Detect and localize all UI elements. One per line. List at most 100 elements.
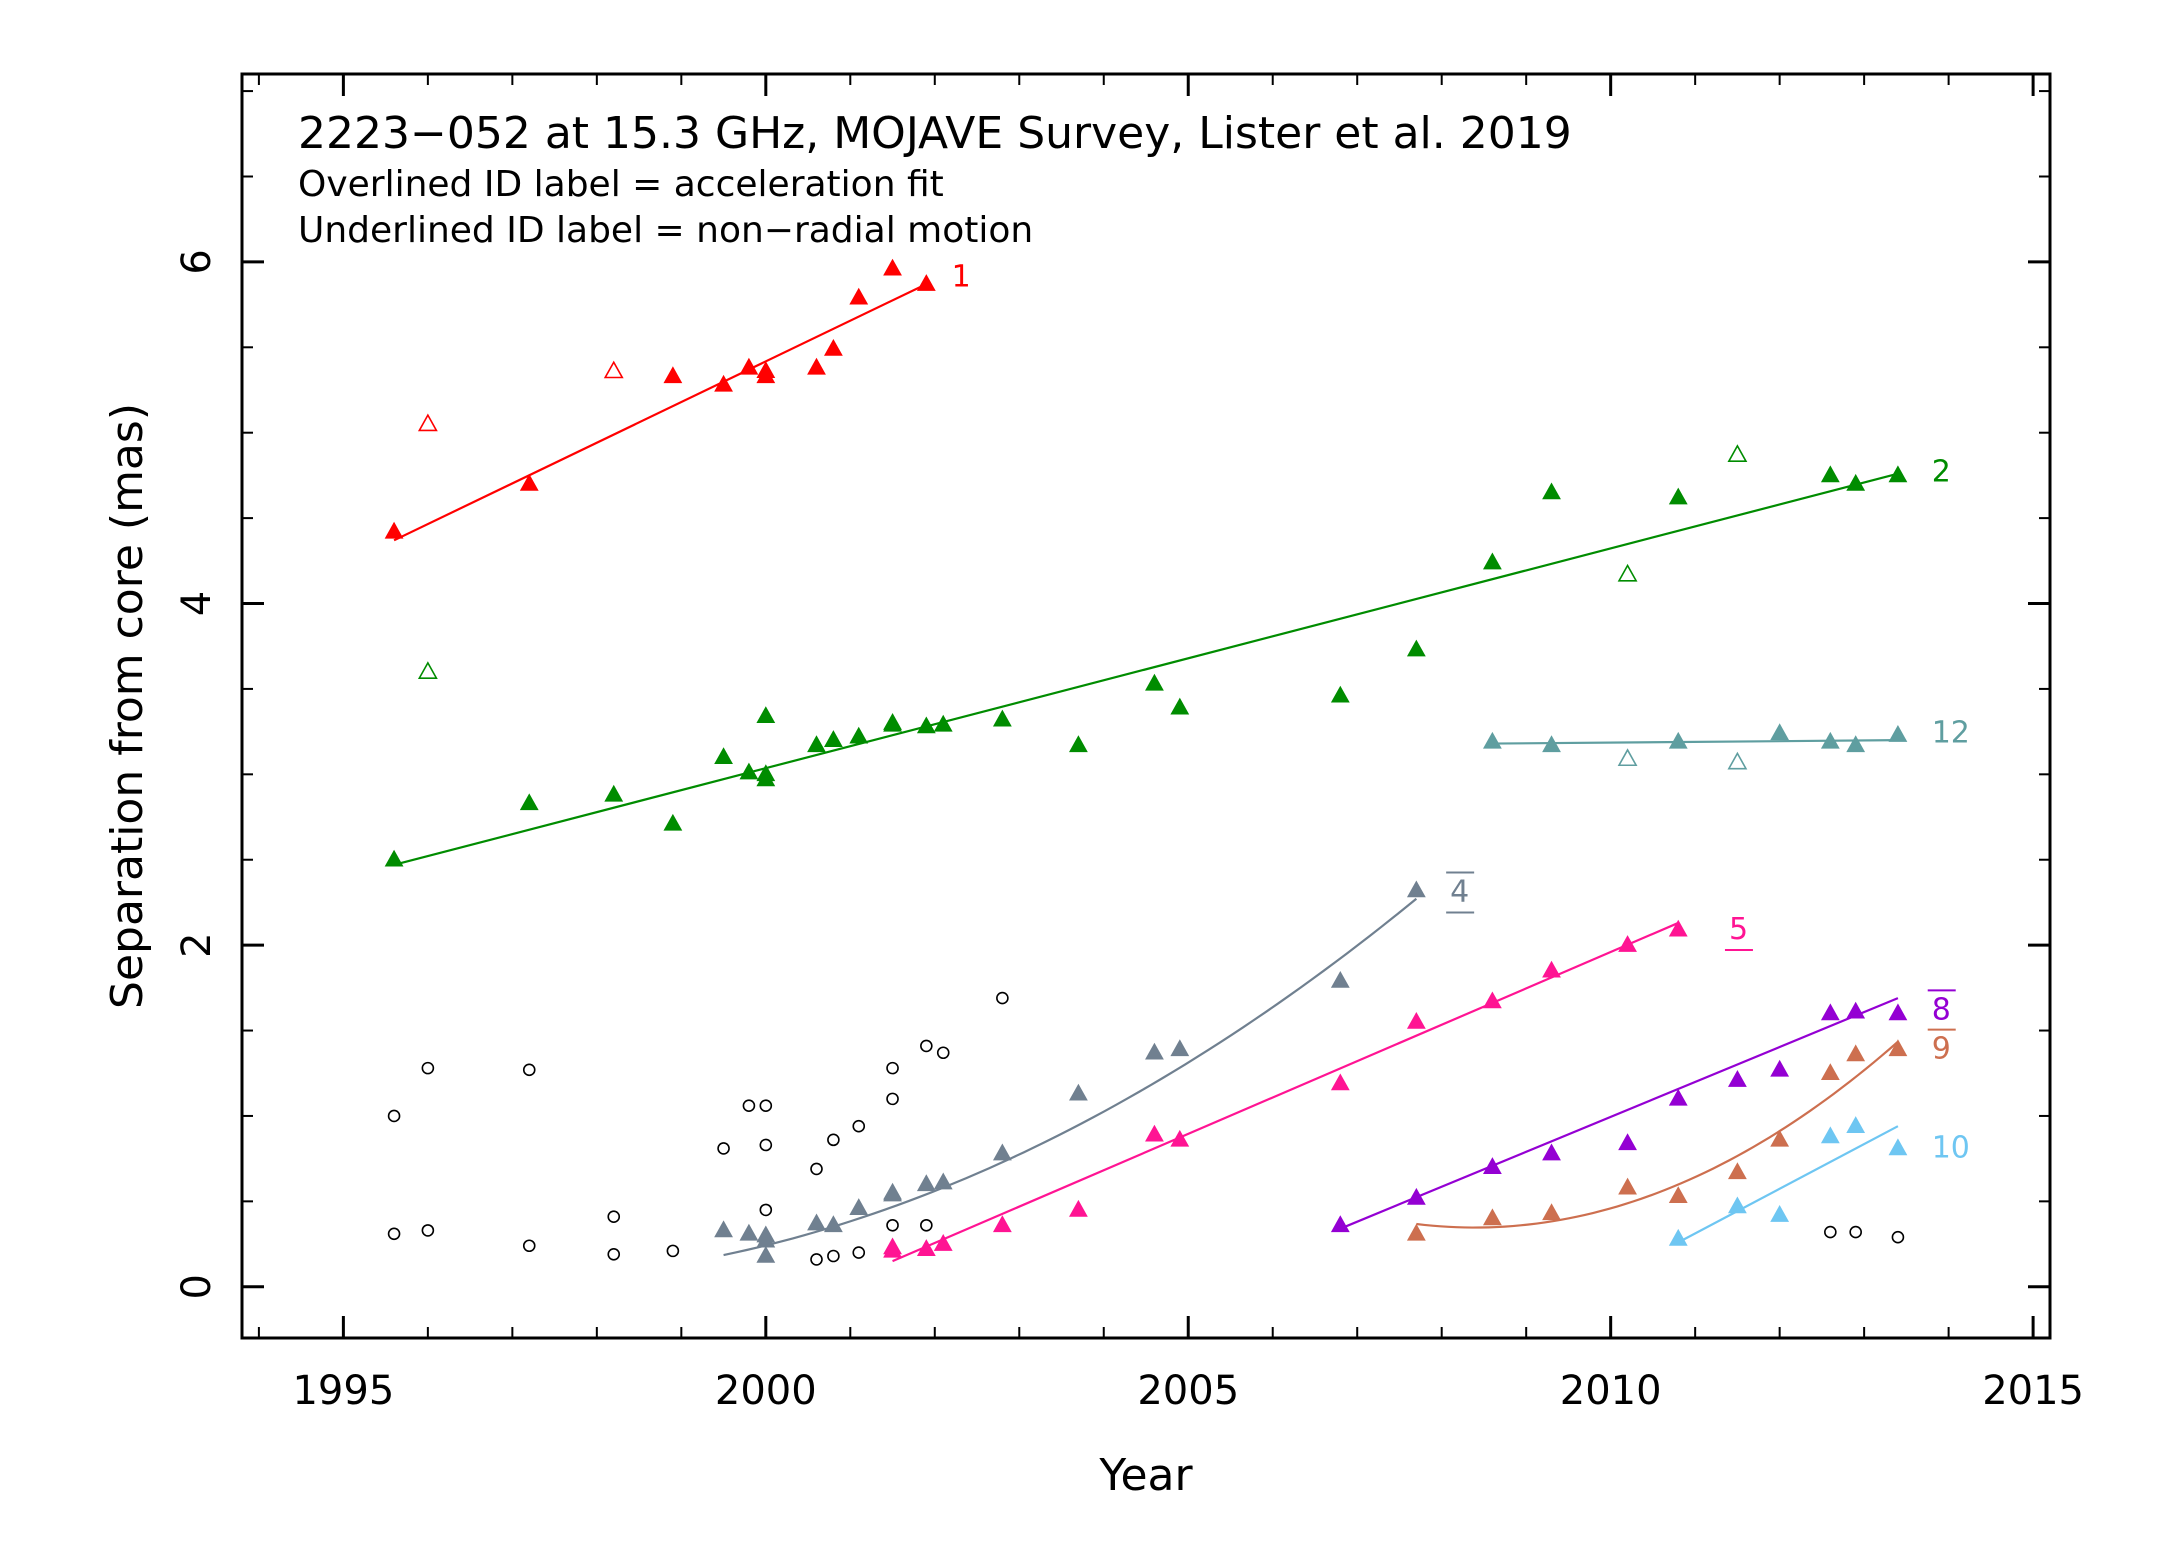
point-comp-10: [1727, 1196, 1747, 1214]
unassigned-point: [1824, 1225, 1837, 1239]
unassigned-point: [936, 1046, 950, 1060]
data-points: [384, 258, 1908, 1266]
x-tick-label: 2010: [1560, 1368, 1662, 1414]
unassigned-point: [827, 1249, 840, 1263]
unassigned-point: [607, 1210, 621, 1224]
point-comp-5: [883, 1240, 902, 1258]
unassigned-point: [886, 1218, 899, 1232]
point-comp-5: [1069, 1199, 1088, 1217]
point-comp-1: [519, 473, 539, 491]
point-comp-9: [1820, 1063, 1840, 1081]
point-comp-12: [1846, 735, 1866, 753]
component-label-8: 8: [1932, 992, 1951, 1027]
component-label-4: 4: [1450, 874, 1469, 909]
point-comp-5: [1330, 1073, 1350, 1091]
y-tick-label: 0: [174, 1274, 220, 1299]
point-comp-2: [714, 747, 733, 765]
unassigned-point: [827, 1133, 840, 1147]
point-comp-5: [933, 1234, 953, 1251]
point-comp-10: [1846, 1116, 1866, 1133]
point-comp-4: [714, 1220, 733, 1238]
point-comp-8: [1727, 1070, 1747, 1087]
point-comp-9: [1770, 1129, 1790, 1147]
unassigned-point: [759, 1138, 773, 1152]
point-comp-2: [992, 709, 1012, 727]
component-label-12: 12: [1932, 716, 1970, 751]
point-comp-5: [992, 1215, 1012, 1233]
unassigned-point: [387, 1109, 401, 1123]
point-comp-10: [1770, 1204, 1790, 1222]
point-comp-2: [1888, 465, 1908, 483]
point-comp-5: [1170, 1129, 1190, 1147]
point-comp-1: [807, 357, 826, 375]
point-comp-2: [756, 706, 776, 724]
fit-line-10: [1677, 1125, 1899, 1244]
point-comp-2: [1145, 673, 1164, 691]
component-label-9: 9: [1932, 1032, 1951, 1067]
point-comp-4: [933, 1172, 953, 1190]
point-comp-8: [1542, 1143, 1561, 1161]
unassigned-point: [810, 1253, 823, 1266]
chart-title: 2223−052 at 15.3 GHz, MOJAVE Survey, Lis…: [298, 108, 1572, 159]
point-comp-12: [1542, 735, 1561, 753]
point-comp-2: [933, 714, 953, 732]
point-comp-4: [1145, 1042, 1164, 1060]
note-acceleration: Overlined ID label = acceleration fit: [298, 164, 944, 205]
fit-line-8: [1339, 997, 1899, 1230]
point-comp-5: [1618, 935, 1637, 952]
point-comp-1: [739, 357, 759, 375]
fit-line-4: [723, 897, 1418, 1257]
unassigned-point: [421, 1224, 435, 1237]
x-tick-label: 1995: [292, 1368, 394, 1414]
point-comp-4: [916, 1174, 936, 1192]
point-comp-2: [807, 735, 826, 753]
point-comp-4: [1170, 1039, 1190, 1057]
point-comp-8: [1770, 1059, 1790, 1077]
unassigned-point: [759, 1203, 773, 1217]
unassigned-point: [522, 1239, 536, 1253]
unassigned-point: [607, 1248, 621, 1261]
point-comp-2: [1668, 487, 1688, 505]
point-comp-12: [1482, 731, 1502, 749]
open-point-comp-1: [603, 360, 624, 379]
point-comp-9: [1542, 1203, 1561, 1221]
open-point-comp-2: [417, 661, 438, 679]
point-comp-4: [849, 1198, 869, 1215]
unassigned-point: [920, 1218, 933, 1232]
unassigned-point: [886, 1092, 899, 1106]
point-comp-8: [1888, 1003, 1908, 1021]
point-comp-2: [1170, 697, 1190, 715]
point-comp-10: [1668, 1228, 1688, 1246]
unassigned-point: [996, 991, 1009, 1005]
point-comp-8: [1846, 1001, 1866, 1019]
point-comp-2: [883, 714, 902, 732]
point-comp-4: [883, 1184, 902, 1202]
open-point-comp-12: [1727, 751, 1748, 770]
point-comp-5: [1542, 960, 1561, 978]
y-axis-ticks: 0 2 4 6: [174, 90, 2050, 1299]
point-comp-2: [604, 784, 624, 802]
unassigned-point: [1891, 1230, 1905, 1244]
point-comp-2: [1820, 465, 1840, 483]
point-comp-2: [663, 813, 683, 831]
point-comp-2: [849, 726, 869, 744]
point-comp-12: [1668, 731, 1688, 749]
point-comp-2: [1406, 639, 1426, 657]
point-comp-8: [1668, 1088, 1688, 1106]
unassigned-point: [852, 1246, 866, 1259]
component-label-5: 5: [1729, 912, 1748, 947]
point-comp-2: [1542, 482, 1561, 500]
unassigned-point: [717, 1142, 730, 1155]
point-comp-4: [756, 1245, 776, 1263]
unassigned-point: [742, 1099, 756, 1112]
unassigned-point: [852, 1119, 866, 1133]
point-comp-12: [1888, 725, 1908, 742]
x-tick-label: 2005: [1137, 1368, 1239, 1414]
point-comp-2: [1330, 685, 1350, 703]
point-comp-5: [916, 1239, 936, 1256]
point-comp-8: [1406, 1187, 1426, 1205]
point-comp-1: [823, 338, 843, 356]
point-comp-1: [756, 366, 776, 384]
